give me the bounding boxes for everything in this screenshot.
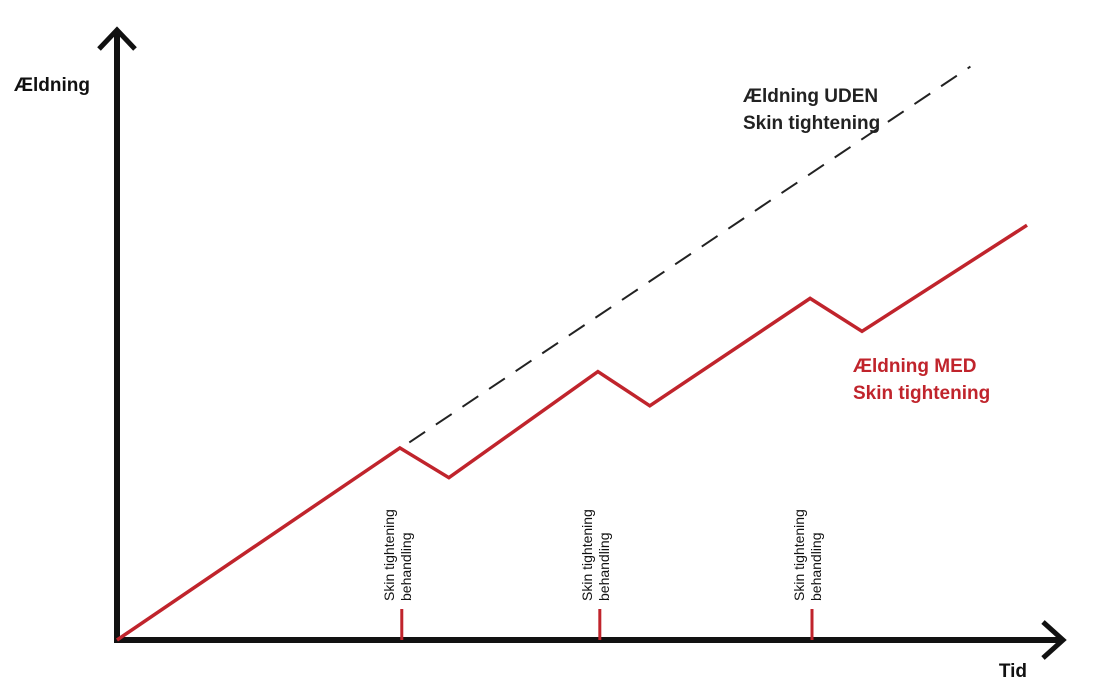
treatment-label-line: behandling — [808, 532, 824, 601]
series-label-with-treatment: Ældning MED Skin tightening — [853, 356, 990, 404]
series-label-line: Skin tightening — [853, 383, 990, 404]
treatment-label: Skin tightening behandling — [381, 509, 414, 601]
treatment-label: Skin tightening behandling — [579, 509, 612, 601]
treatment-label-line: behandling — [398, 532, 414, 601]
y-axis-label: Ældning — [14, 75, 90, 96]
series-line-without-treatment — [408, 65, 971, 444]
treatment-label-line: Skin tightening — [791, 509, 807, 601]
y-axis-arrow-icon — [97, 26, 137, 51]
series-label-line: Skin tightening — [743, 113, 880, 134]
treatment-label-line: Skin tightening — [579, 509, 595, 601]
series-label-line: Ældning MED — [853, 356, 976, 377]
treatment-label-line: behandling — [596, 532, 612, 601]
treatment-label-line: Skin tightening — [381, 509, 397, 601]
x-axis-arrow-icon — [1041, 620, 1067, 660]
series-line-with-treatment — [116, 223, 1028, 642]
series-label-line: Ældning UDEN — [743, 86, 878, 107]
series-label-without-treatment: Ældning UDEN Skin tightening — [743, 86, 880, 134]
treatment-label: Skin tightening behandling — [791, 509, 824, 601]
x-axis-label: Tid — [999, 661, 1027, 682]
